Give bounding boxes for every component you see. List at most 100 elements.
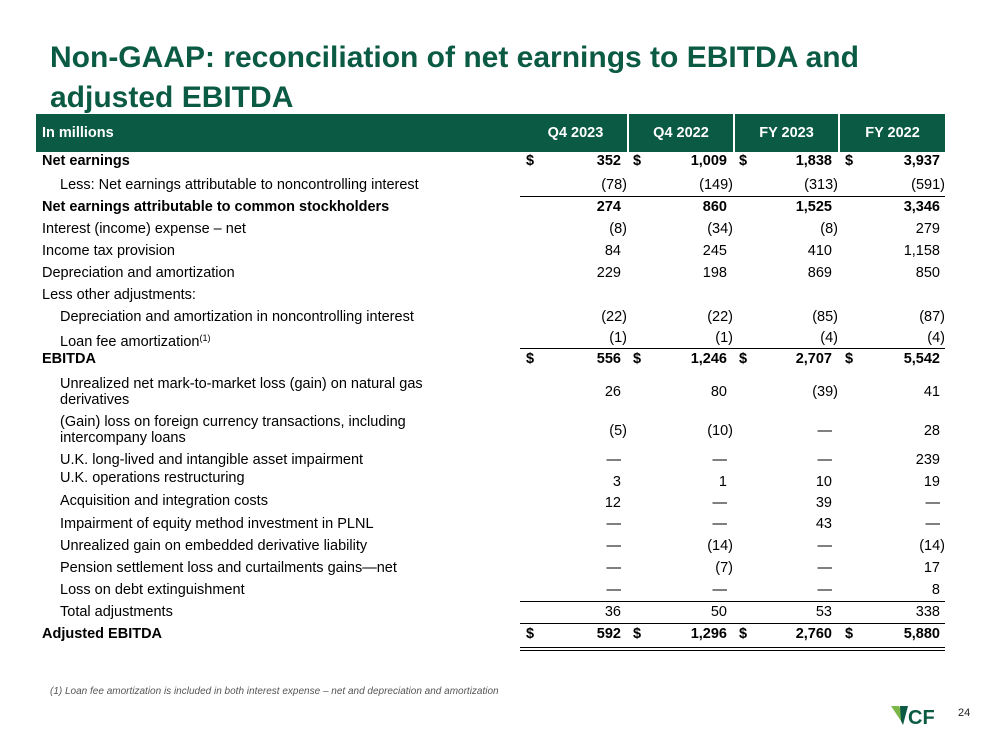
currency-symbol: $: [526, 626, 535, 642]
loan-fee-label-text: Loan fee amortization: [60, 334, 200, 350]
cell-q4-2022: (22): [707, 309, 733, 325]
table-row-da-noncontrolling: Depreciation and amortization in noncont…: [36, 306, 945, 328]
cell-fy-2022: 3,346: [903, 199, 940, 215]
row-label: Unrealized net mark-to-market loss (gain…: [60, 376, 423, 408]
table-row-income-tax: Income tax provision 84 245 410 1,158: [36, 240, 945, 262]
table-row-net-earnings: Net earnings $ 352 $ 1,009 $ 1,838 $ 3,9…: [36, 150, 945, 172]
row-label: Less: Net earnings attributable to nonco…: [60, 177, 419, 193]
cell-fy-2023: (39): [812, 384, 838, 400]
currency-symbol: $: [845, 153, 854, 169]
table-row-noncontrolling-interest: Less: Net earnings attributable to nonco…: [36, 174, 945, 196]
cell-q4-2023: 229: [596, 265, 621, 281]
cell-q4-2023: 352: [596, 153, 621, 169]
cell-fy-2023: (85): [812, 309, 838, 325]
cell-fy-2023: (313): [804, 177, 838, 193]
column-header-fy-2022: FY 2022: [865, 125, 920, 141]
cell-q4-2022: —: [712, 582, 728, 598]
cell-fy-2022: 3,937: [903, 153, 940, 169]
row-label: EBITDA: [42, 351, 96, 367]
cell-fy-2022: (87): [919, 309, 945, 325]
table-row-less-other: Less other adjustments:: [36, 284, 945, 306]
row-label: Unrealized gain on embedded derivative l…: [60, 538, 368, 554]
cell-q4-2023: 36: [604, 604, 621, 620]
table-row-uk-impairment: U.K. long-lived and intangible asset imp…: [36, 449, 945, 471]
subtotal-line: [520, 623, 945, 624]
row-label: Income tax provision: [42, 243, 175, 259]
table-row-depreciation: Depreciation and amortization 229 198 86…: [36, 262, 945, 284]
currency-symbol: $: [739, 351, 748, 367]
currency-symbol: $: [526, 351, 535, 367]
cell-fy-2022: (4): [927, 330, 945, 346]
cell-fy-2022: 279: [915, 221, 940, 237]
cell-q4-2022: 198: [702, 265, 727, 281]
table-row-plnl-impairment: Impairment of equity method investment i…: [36, 513, 945, 535]
cf-logo: CF: [891, 706, 935, 729]
cell-q4-2022: (34): [707, 221, 733, 237]
cell-fy-2022: 1,158: [903, 243, 940, 259]
cell-fy-2023: —: [817, 423, 833, 439]
cell-fy-2023: (4): [820, 330, 838, 346]
table-row-loan-fee: Loan fee amortization(1) (1) (1) (4) (4): [36, 327, 945, 350]
row-label: Depreciation and amortization: [42, 265, 235, 281]
cell-q4-2023: 274: [596, 199, 621, 215]
cell-fy-2023: —: [817, 452, 833, 468]
cell-q4-2023: (22): [601, 309, 627, 325]
cell-fy-2023: 1,838: [795, 153, 832, 169]
cell-fy-2023: 2,760: [795, 626, 832, 642]
row-label: Adjusted EBITDA: [42, 626, 163, 642]
row-label: Loss on debt extinguishment: [60, 582, 245, 598]
cell-fy-2023: 39: [815, 495, 832, 511]
table-row-adjusted-ebitda: Adjusted EBITDA $ 592 $ 1,296 $ 2,760 $ …: [36, 623, 945, 651]
table-row-interest: Interest (income) expense – net (8) (34)…: [36, 218, 945, 240]
cell-fy-2023: 43: [815, 516, 832, 532]
double-underline: [520, 650, 945, 651]
currency-symbol: $: [845, 626, 854, 642]
row-label: Net earnings: [42, 153, 130, 169]
cell-q4-2023: 3: [612, 474, 621, 490]
cell-fy-2023: —: [817, 560, 833, 576]
cell-q4-2022: 1,009: [690, 153, 727, 169]
cell-fy-2023: 1,525: [795, 199, 832, 215]
row-label: Acquisition and integration costs: [60, 493, 268, 509]
cell-fy-2022: 19: [923, 474, 940, 490]
footnote-ref: (1): [199, 333, 211, 343]
subtotal-line: [520, 196, 945, 197]
cell-q4-2022: (14): [707, 538, 733, 554]
cell-q4-2023: (78): [601, 177, 627, 193]
table-row-mark-to-market: Unrealized net mark-to-market loss (gain…: [36, 375, 945, 409]
row-label: Total adjustments: [60, 604, 173, 620]
cell-q4-2022: 50: [710, 604, 727, 620]
cell-q4-2022: (10): [707, 423, 733, 439]
page-title: Non-GAAP: reconciliation of net earnings…: [50, 38, 950, 118]
row-label: Pension settlement loss and curtailments…: [60, 560, 397, 576]
cell-fy-2022: 850: [915, 265, 940, 281]
cell-q4-2023: —: [606, 538, 622, 554]
cell-q4-2023: —: [606, 560, 622, 576]
row-label: Loan fee amortization(1): [60, 327, 210, 353]
page-number: 24: [958, 707, 971, 719]
cell-fy-2022: 338: [915, 604, 940, 620]
cell-q4-2022: —: [712, 452, 728, 468]
table-row-total-adjustments: Total adjustments 36 50 53 338: [36, 601, 945, 623]
page-title-line-2: adjusted EBITDA: [50, 81, 294, 114]
cell-q4-2023: —: [606, 452, 622, 468]
cell-q4-2022: 860: [702, 199, 727, 215]
table-header: In millions Q4 2023 Q4 2022 FY 2023 FY 2…: [36, 114, 945, 152]
table-row-debt-extinguishment: Loss on debt extinguishment — — — 8: [36, 579, 945, 601]
row-label: Depreciation and amortization in noncont…: [60, 309, 414, 325]
cell-fy-2023: 410: [807, 243, 832, 259]
cell-fy-2022: (14): [919, 538, 945, 554]
cell-fy-2022: —: [925, 516, 941, 532]
currency-symbol: $: [845, 351, 854, 367]
cell-q4-2023: 592: [596, 626, 621, 642]
cell-fy-2022: 5,542: [903, 351, 940, 367]
table-row-ebitda: EBITDA $ 556 $ 1,246 $ 2,707 $ 5,542: [36, 348, 945, 370]
cell-q4-2023: —: [606, 582, 622, 598]
currency-symbol: $: [739, 626, 748, 642]
cell-q4-2023: (1): [609, 330, 627, 346]
cell-fy-2023: 869: [807, 265, 832, 281]
row-label: U.K. operations restructuring: [60, 470, 245, 486]
cell-q4-2023: (8): [609, 221, 627, 237]
cell-fy-2022: —: [925, 495, 941, 511]
cell-fy-2023: 2,707: [795, 351, 832, 367]
